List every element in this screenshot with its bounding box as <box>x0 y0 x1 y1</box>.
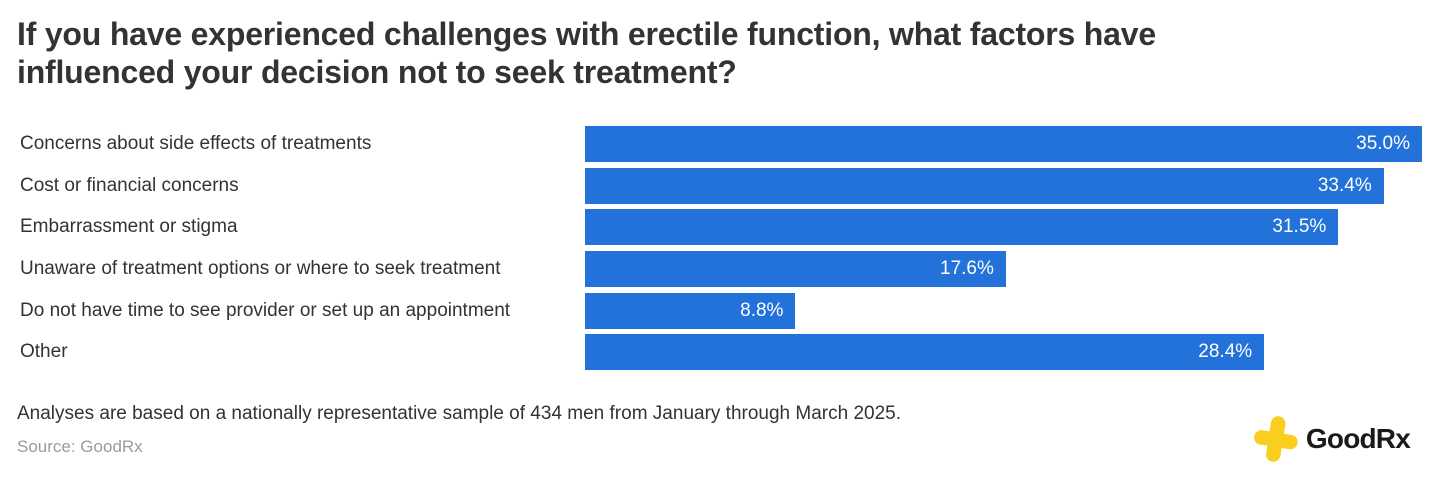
bar-value-label: 35.0% <box>1356 132 1410 154</box>
bar-track: 17.6% <box>585 250 1422 287</box>
chart-title-line-2: influenced your decision not to seek tre… <box>17 54 737 90</box>
bar-category-label: Do not have time to see provider or set … <box>20 299 511 321</box>
bar-track: 35.0% <box>585 125 1422 162</box>
bar: 35.0% <box>585 125 1422 162</box>
bar-track: 33.4% <box>585 167 1422 204</box>
bar-value-label: 17.6% <box>940 257 994 279</box>
bar: 33.4% <box>585 167 1384 204</box>
bar: 31.5% <box>585 209 1339 246</box>
bar-track: 8.8% <box>585 292 1422 329</box>
bar-category-label: Cost or financial concerns <box>20 174 239 196</box>
chart-row: Cost or financial concerns 33.4% <box>0 165 1440 207</box>
bar-category-label: Embarrassment or stigma <box>20 216 238 238</box>
bar-category-label: Other <box>20 341 68 363</box>
bar-track: 31.5% <box>585 209 1422 246</box>
goodrx-wordmark: GoodRx <box>1305 423 1411 454</box>
bar-value-label: 28.4% <box>1198 341 1253 363</box>
bar: 17.6% <box>585 250 1006 287</box>
goodrx-plus-icon <box>1253 416 1298 462</box>
chart-title-line-1: If you have experienced challenges with … <box>17 16 1156 52</box>
goodrx-logo: GoodRx <box>1253 414 1411 464</box>
footnote: Analyses are based on a nationally repre… <box>17 403 902 425</box>
bar-value-label: 31.5% <box>1272 216 1327 238</box>
bar: 8.8% <box>585 292 796 329</box>
bar-value-label: 33.4% <box>1317 174 1372 196</box>
chart-row: Concerns about side effects of treatment… <box>0 123 1440 165</box>
chart-row: Other 28.4% <box>0 331 1440 373</box>
bar-chart: Concerns about side effects of treatment… <box>0 123 1440 373</box>
chart-row: Do not have time to see provider or set … <box>0 290 1440 332</box>
chart-row: Unaware of treatment options or where to… <box>0 248 1440 290</box>
bar-category-label: Unaware of treatment options or where to… <box>20 257 501 279</box>
bar-track: 28.4% <box>585 334 1422 371</box>
source-credit: Source: GoodRx <box>17 437 143 457</box>
chart-row: Embarrassment or stigma 31.5% <box>0 206 1440 248</box>
bar: 28.4% <box>585 334 1265 371</box>
bar-category-label: Concerns about side effects of treatment… <box>20 132 372 154</box>
chart-title: If you have experienced challenges with … <box>0 0 1440 91</box>
bar-value-label: 8.8% <box>740 299 784 321</box>
